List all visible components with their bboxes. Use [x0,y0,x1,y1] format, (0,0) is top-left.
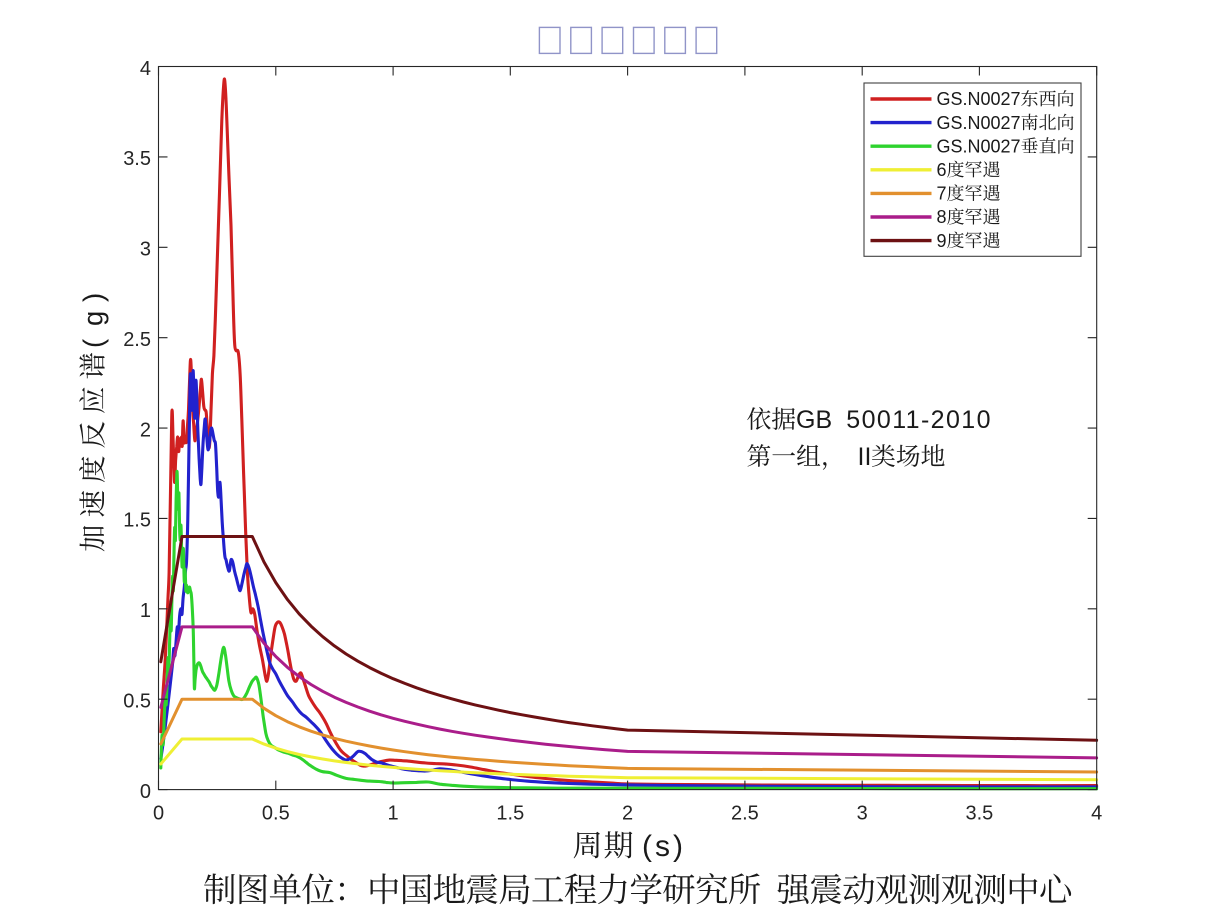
svg-text:II: II [858,443,872,471]
svg-text:GS.N0027: GS.N0027 [937,113,1021,133]
svg-text:3: 3 [140,239,151,261]
svg-text:2: 2 [622,803,633,825]
svg-text:6: 6 [937,160,947,180]
svg-text:3.5: 3.5 [965,803,993,825]
svg-text:1: 1 [140,600,151,622]
svg-text:0.5: 0.5 [123,691,151,713]
svg-text:2.5: 2.5 [123,329,151,351]
svg-text:0: 0 [140,781,151,803]
svg-text:GS.N0027: GS.N0027 [937,89,1021,109]
svg-text:1: 1 [388,803,399,825]
svg-text:1.5: 1.5 [123,510,151,532]
svg-text:3.5: 3.5 [123,148,151,170]
svg-text:GB: GB [796,406,832,434]
svg-text:g: g [78,311,109,326]
svg-text:8: 8 [937,207,947,227]
svg-text:0: 0 [153,803,164,825]
svg-text:GS.N0027: GS.N0027 [937,136,1021,156]
svg-text:50011-2010: 50011-2010 [846,406,992,434]
svg-text:(: ( [78,339,109,348]
svg-text:4: 4 [1091,803,1102,825]
svg-text:9: 9 [937,231,947,251]
svg-text:(s): (s) [642,830,686,863]
svg-text:1.5: 1.5 [496,803,524,825]
svg-text:2: 2 [140,419,151,441]
svg-text:2.5: 2.5 [731,803,759,825]
svg-text:): ) [78,293,109,302]
svg-text:4: 4 [140,58,151,80]
svg-text:0.5: 0.5 [262,803,290,825]
svg-text:7: 7 [937,184,947,204]
svg-text:3: 3 [857,803,868,825]
